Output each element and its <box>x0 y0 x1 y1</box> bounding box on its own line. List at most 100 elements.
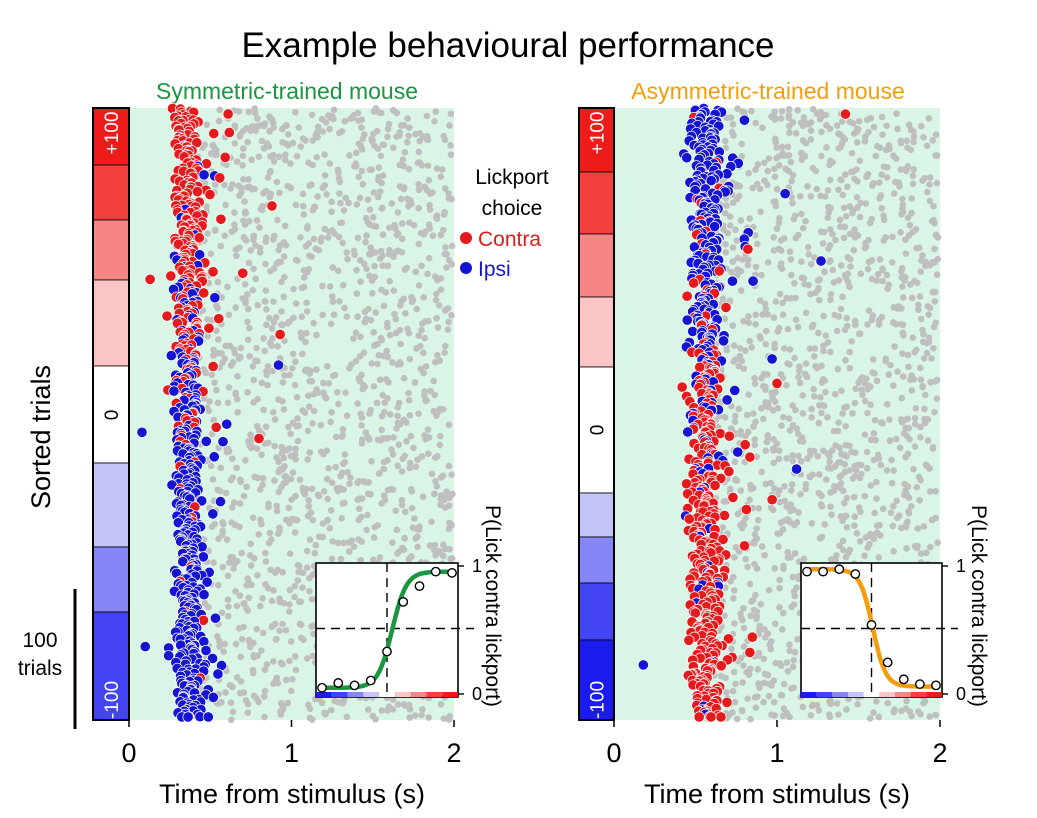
nolick-point <box>226 681 234 689</box>
nolick-point <box>813 185 821 193</box>
contrast-block <box>92 611 130 721</box>
nolick-point <box>412 130 419 138</box>
nolick-point <box>412 463 420 471</box>
nolick-point <box>309 516 317 524</box>
nolick-point <box>406 124 413 131</box>
nolick-point <box>374 193 382 201</box>
nolick-point <box>400 374 408 382</box>
nolick-point <box>776 576 784 584</box>
nolick-point <box>728 645 735 652</box>
nolick-point <box>274 566 281 574</box>
nolick-point <box>776 214 783 222</box>
contrast-block <box>578 492 615 538</box>
nolick-point <box>879 505 887 513</box>
nolick-point <box>858 386 866 394</box>
nolick-point <box>902 523 910 531</box>
nolick-point <box>317 448 325 456</box>
nolick-point <box>358 167 366 175</box>
nolick-point <box>817 500 825 508</box>
nolick-point <box>330 115 337 123</box>
nolick-point <box>889 522 897 530</box>
nolick-point <box>404 195 411 203</box>
nolick-point <box>403 138 411 146</box>
nolick-point <box>223 536 231 543</box>
nolick-point <box>932 152 939 159</box>
nolick-point <box>781 497 789 505</box>
nolick-point <box>756 622 764 630</box>
contrast-block <box>578 171 615 235</box>
nolick-point <box>826 176 834 184</box>
figure-title: Example behavioural performance <box>241 26 774 65</box>
nolick-point <box>232 389 240 397</box>
nolick-point <box>891 343 898 350</box>
nolick-point <box>328 479 336 486</box>
nolick-point <box>253 625 261 633</box>
nolick-point <box>744 695 751 703</box>
nolick-point <box>769 407 777 414</box>
nolick-point <box>341 458 349 466</box>
nolick-point <box>394 701 402 708</box>
nolick-point <box>911 420 919 428</box>
nolick-point <box>231 349 239 357</box>
nolick-point <box>436 405 444 413</box>
nolick-point <box>789 573 797 581</box>
nolick-point <box>205 407 213 415</box>
nolick-point <box>859 374 866 381</box>
contra-point <box>210 421 222 433</box>
nolick-point <box>772 298 780 305</box>
nolick-point <box>834 459 842 467</box>
nolick-point <box>252 275 259 283</box>
nolick-point <box>721 209 729 217</box>
nolick-point <box>885 142 893 149</box>
nolick-point <box>908 195 915 202</box>
nolick-point <box>783 659 791 666</box>
nolick-point <box>898 211 905 218</box>
nolick-point <box>381 496 389 504</box>
nolick-point <box>903 167 910 175</box>
contra-point <box>191 186 203 198</box>
nolick-point <box>354 313 361 321</box>
nolick-point <box>371 262 378 270</box>
nolick-point <box>875 554 883 561</box>
nolick-point <box>755 680 762 687</box>
contra-point <box>676 381 688 393</box>
nolick-point <box>928 516 936 524</box>
nolick-point <box>820 342 827 350</box>
nolick-point <box>861 397 869 405</box>
nolick-point <box>361 308 369 316</box>
nolick-point <box>824 187 832 194</box>
nolick-point <box>431 391 438 399</box>
nolick-point <box>276 598 284 606</box>
nolick-point <box>870 430 878 437</box>
nolick-point <box>843 706 850 713</box>
nolick-point <box>265 439 272 447</box>
nolick-point <box>299 350 306 358</box>
nolick-point <box>407 486 415 493</box>
nolick-point <box>792 316 800 324</box>
nolick-point <box>873 495 880 502</box>
nolick-point <box>421 183 428 191</box>
nolick-point <box>890 467 897 474</box>
nolick-point <box>872 436 879 444</box>
nolick-point <box>866 219 874 227</box>
contra-point <box>715 660 727 672</box>
inset-contrast-strip <box>331 692 348 697</box>
nolick-point <box>287 452 295 460</box>
nolick-point <box>313 331 320 339</box>
nolick-point <box>781 482 788 490</box>
nolick-point <box>873 522 881 530</box>
nolick-point <box>240 600 248 607</box>
ipsi-point <box>681 314 693 326</box>
nolick-point <box>898 418 906 426</box>
nolick-point <box>232 588 239 595</box>
nolick-point <box>745 169 752 177</box>
nolick-point <box>853 193 861 201</box>
nolick-point <box>286 657 293 665</box>
nolick-point <box>304 456 312 463</box>
x-tick-label: 1 <box>284 738 299 768</box>
nolick-point <box>383 319 391 327</box>
nolick-point <box>328 408 335 416</box>
nolick-point <box>344 468 351 476</box>
nolick-point <box>921 405 928 413</box>
nolick-point <box>236 523 243 531</box>
